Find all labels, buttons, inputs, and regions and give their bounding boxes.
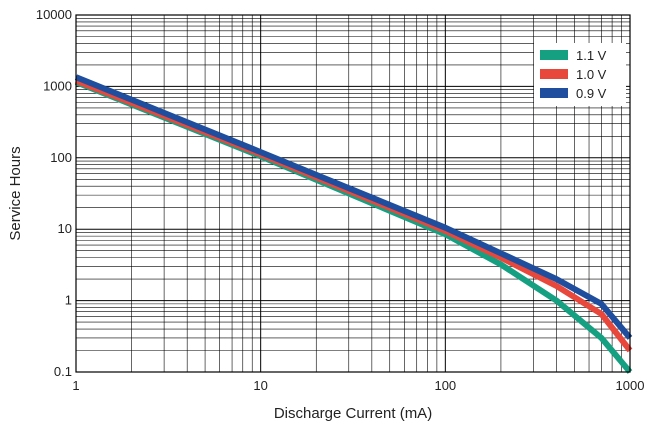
plot-frame: [75, 14, 631, 373]
y-tick-label: 100: [50, 150, 72, 165]
y-tick-labels: 0.1 1 10 100 1000 10000: [36, 7, 72, 379]
x-tick-label: 10: [253, 378, 267, 393]
legend-swatch: [540, 88, 568, 98]
y-tick-label: 0.1: [54, 364, 72, 379]
x-tick-label: 1000: [616, 378, 645, 393]
legend-label: 1.1 V: [576, 48, 607, 63]
legend-label: 0.9 V: [576, 86, 607, 101]
y-tick-label: 10000: [36, 7, 72, 22]
x-tick-label: 1: [72, 378, 79, 393]
series-line: [74, 74, 633, 340]
legend-label: 1.0 V: [576, 67, 607, 82]
legend-swatch: [540, 69, 568, 79]
x-tick-labels: 1 10 100 1000: [72, 378, 644, 393]
x-tick-label: 100: [434, 378, 456, 393]
y-axis-title: Service Hours: [7, 146, 24, 240]
y-tick-label: 10: [58, 221, 72, 236]
legend-swatch: [540, 50, 568, 60]
y-tick-label: 1000: [43, 78, 72, 93]
x-axis-title: Discharge Current (mA): [274, 405, 432, 422]
legend: 1.1 V 1.0 V 0.9 V: [534, 43, 626, 106]
y-tick-label: 1: [65, 293, 72, 308]
series-group: [74, 74, 633, 374]
